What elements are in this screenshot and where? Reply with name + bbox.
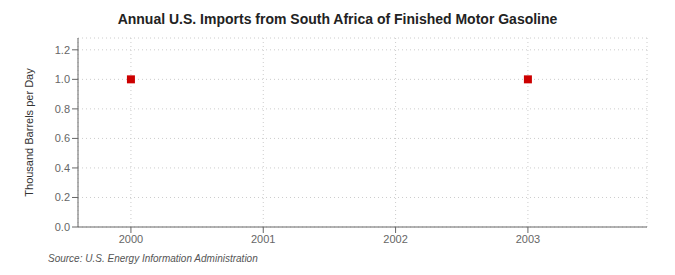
svg-text:1.0: 1.0 (55, 73, 70, 85)
svg-text:0.4: 0.4 (55, 162, 70, 174)
svg-text:Thousand Barrels per Day: Thousand Barrels per Day (23, 68, 35, 197)
svg-text:0.2: 0.2 (55, 191, 70, 203)
svg-text:2000: 2000 (119, 233, 143, 245)
svg-text:2002: 2002 (383, 233, 407, 245)
svg-text:1.2: 1.2 (55, 44, 70, 56)
svg-text:2001: 2001 (251, 233, 275, 245)
svg-text:0.6: 0.6 (55, 132, 70, 144)
svg-text:2003: 2003 (516, 233, 540, 245)
html-text:Annual U.S. Imports from South: Annual U.S. Imports from South Africa of… (117, 11, 558, 27)
html-text:Source: U.S. Energy Informatio: Source: U.S. Energy Information Administ… (48, 253, 258, 264)
svg-text:0.8: 0.8 (55, 103, 70, 115)
svg-text:0.0: 0.0 (55, 221, 70, 233)
